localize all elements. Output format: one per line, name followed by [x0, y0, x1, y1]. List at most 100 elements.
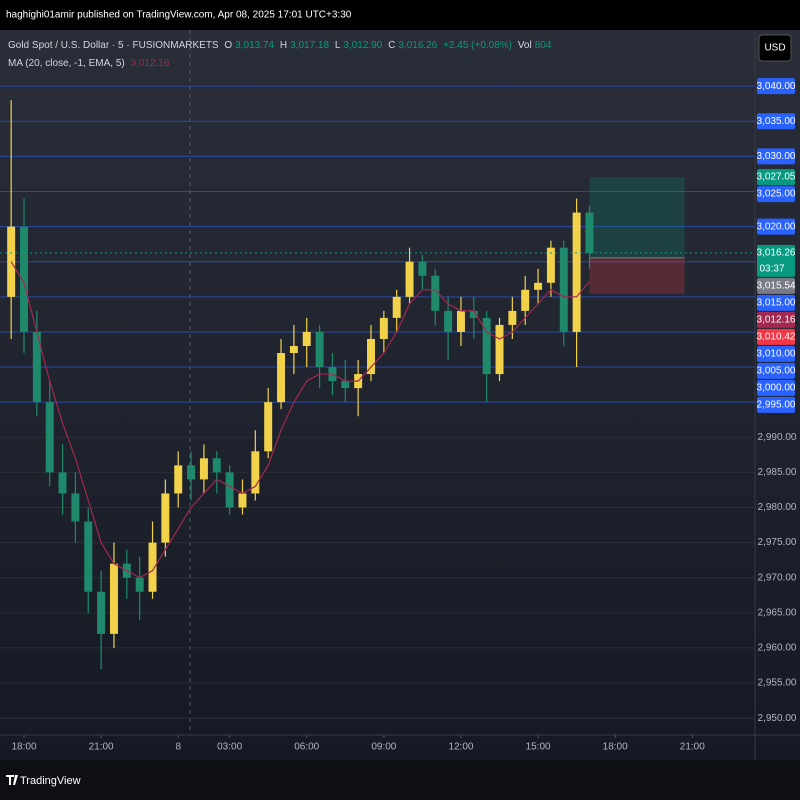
price-label-box [757, 244, 795, 277]
candle-body [161, 493, 170, 543]
price-label: 3,040.00 [757, 81, 796, 92]
candle-body [341, 381, 350, 389]
candle-body [225, 472, 234, 508]
candle-body [521, 289, 530, 311]
price-label: 3,015.54 [757, 281, 796, 292]
price-label: 3,027.05 [757, 172, 796, 183]
candle-body [135, 577, 144, 592]
ma-value: 3,012.16 [130, 58, 170, 69]
top-bar [0, 0, 800, 30]
y-tick-label: 2,985.00 [758, 467, 797, 478]
candle-body [431, 275, 440, 311]
candle-body [148, 542, 157, 592]
x-tick-label: 03:00 [217, 742, 242, 753]
candle-body [508, 310, 517, 325]
candle-body [379, 317, 388, 339]
position-stop-zone [589, 257, 685, 294]
candle-body [444, 310, 453, 332]
y-tick-label: 2,965.00 [758, 607, 797, 618]
ohlc-value: 3,013.74 [235, 40, 275, 51]
price-label-box [757, 396, 795, 413]
candle-body [559, 247, 568, 332]
candle-body [277, 353, 286, 403]
price-label: 3,012.16 [757, 315, 796, 326]
price-label-box [757, 379, 795, 396]
ma-name: MA (20, close, -1, EMA, 5) [8, 58, 125, 69]
candle-body [482, 317, 491, 375]
candle-body [174, 465, 183, 494]
candle-body [456, 310, 465, 332]
candle-body [199, 458, 208, 480]
volume: 804 [534, 40, 552, 51]
ohlc-value: 3,016.26 [398, 40, 438, 51]
footer-brand: TradingView [20, 775, 81, 787]
price-label-box [757, 148, 795, 165]
price-label-box [757, 362, 795, 379]
logo [6, 775, 18, 785]
change: +2.45 (+0.08%) [443, 40, 513, 51]
x-tick-label: 09:00 [371, 742, 396, 753]
candle-body [469, 310, 478, 318]
ohlc-key: L [334, 40, 341, 51]
x-tick-label: 18:00 [11, 742, 36, 753]
candle-body [585, 212, 594, 253]
price-label: 2,995.00 [757, 400, 796, 411]
x-tick-label: 21:00 [680, 742, 705, 753]
x-tick-label: 06:00 [294, 742, 319, 753]
ohlc-value: 3,012.90 [343, 40, 383, 51]
price-label-box [757, 345, 795, 362]
ohlc-key: H [279, 40, 288, 51]
candle-body [546, 247, 555, 283]
candle-body [572, 212, 581, 332]
candle-body [405, 261, 414, 297]
candle-body [315, 331, 324, 368]
symbol: Gold Spot / U.S. Dollar · 5 · FUSIONMARK… [8, 40, 219, 51]
candle-body [58, 472, 67, 494]
currency-button[interactable] [758, 34, 792, 62]
price-label-box [757, 277, 795, 294]
y-tick-label: 2,990.00 [758, 432, 797, 443]
x-tick-label: 15:00 [526, 742, 551, 753]
x-tick-label: 21:00 [89, 742, 114, 753]
candle-body [302, 331, 311, 346]
publisher: haghighi01amir published on TradingView.… [6, 10, 352, 21]
price-label-box [757, 328, 795, 345]
candle-body [238, 493, 247, 508]
currency[interactable]: USD [764, 43, 785, 54]
price-label: 3,015.00 [757, 298, 796, 309]
price-label: 3,025.00 [757, 189, 796, 200]
price-label: 3,020.00 [757, 221, 796, 232]
candle-body [289, 345, 298, 354]
y-tick-label: 2,955.00 [758, 678, 797, 689]
price-label-box [757, 186, 795, 203]
ma-legend: MA (20, close, -1, EMA, 5) 3,012.16 [8, 58, 172, 69]
candle-body [20, 226, 28, 332]
volume-key: Vol [517, 40, 532, 51]
y-tick-label: 2,975.00 [758, 537, 797, 548]
price-label: 3,010.42 [757, 332, 796, 343]
y-tick-label: 2,970.00 [758, 572, 797, 583]
candle-body [84, 521, 93, 592]
candle-body [367, 338, 375, 375]
candle-body [32, 331, 41, 403]
countdown: 03:37 [759, 264, 784, 275]
price-label-box [757, 218, 795, 235]
x-tick-label: 12:00 [448, 742, 473, 753]
footer-bar [0, 760, 800, 800]
price-label-box [757, 169, 795, 186]
chart-background [0, 30, 800, 760]
price-label: 3,000.00 [757, 383, 796, 394]
x-tick-label: 18:00 [603, 742, 628, 753]
price-label-box [757, 311, 795, 328]
x-tick-label: 8 [175, 742, 181, 753]
y-tick-label: 2,960.00 [758, 643, 797, 654]
price-label: 3,005.00 [757, 366, 796, 377]
ohlc-key: C [388, 40, 396, 51]
candle-body [418, 261, 427, 276]
ohlc-value: 3,017.18 [290, 40, 330, 51]
candle-body [534, 282, 543, 290]
price-label-box [757, 78, 795, 95]
price-label-box [757, 113, 795, 130]
